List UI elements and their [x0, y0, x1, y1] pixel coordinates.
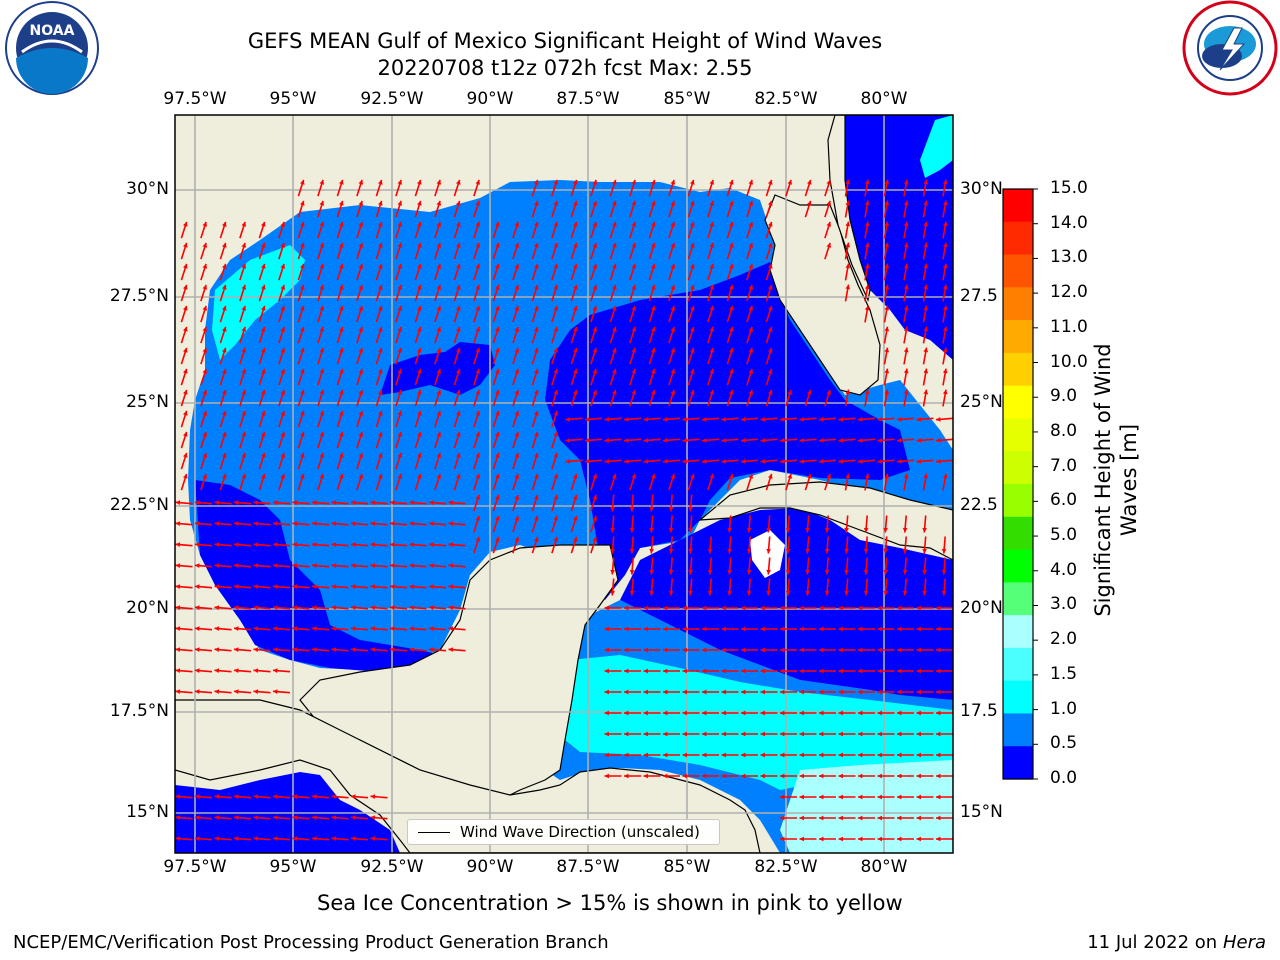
colorbar-tick-label: 7.0 [1050, 455, 1078, 476]
axis-tick-label: 80°W [860, 857, 908, 877]
axis-tick-label: 97.5°W [163, 89, 227, 109]
map-legend: Wind Wave Direction (unscaled) [407, 819, 720, 845]
axis-tick-label: 30°N [960, 179, 1003, 199]
axis-tick-label: 97.5°W [163, 857, 227, 877]
axis-tick-label: 92.5°W [360, 857, 424, 877]
wind-wave-direction-arrows [175, 179, 953, 842]
colorbar-label: Significant Height of Wind Waves [m] [1091, 343, 1141, 617]
colorbar-segment [1003, 516, 1033, 551]
axis-tick-label: 17.5 [960, 701, 998, 721]
axis-tick-label: 22.5 [960, 495, 998, 515]
axis-tick-label: 90°W [466, 857, 514, 877]
colorbar-segment [1003, 418, 1033, 452]
axis-tick-label: 82.5°W [754, 857, 818, 877]
axis-tick-label: 85°W [663, 857, 711, 877]
colorbar-segment [1003, 680, 1033, 715]
axis-tick-label: 27.5°N [109, 286, 169, 306]
colorbar-segment [1003, 189, 1033, 223]
axis-tick-label: 20°N [126, 598, 169, 618]
axis-tick-label: 27.5 [960, 286, 998, 306]
land-yucatan-tip [750, 530, 785, 578]
colorbar-segment [1003, 713, 1033, 747]
colorbar-segment [1003, 615, 1033, 649]
axis-tick-label: 90°W [466, 89, 514, 109]
axis-tick-label: 15°N [960, 802, 1003, 822]
axis-tick-label: 17.5°N [109, 701, 169, 721]
footer-branch: NCEP/EMC/Verification Post Processing Pr… [13, 932, 609, 953]
colorbar-tick-label: 0.5 [1050, 733, 1078, 754]
colorbar [1002, 188, 1038, 780]
colorbar-tick-label: 14.0 [1050, 212, 1088, 233]
colorbar-tick-label: 15.0 [1050, 178, 1088, 198]
axis-tick-label: 82.5°W [754, 89, 818, 109]
colorbar-segment [1003, 320, 1033, 354]
colorbar-tick-label: 2.0 [1050, 629, 1078, 650]
land-cuba [698, 481, 953, 561]
footer-date: 11 Jul 2022 on Hera [1087, 932, 1266, 953]
chart-title-line1: GEFS MEAN Gulf of Mexico Significant Hei… [247, 29, 883, 53]
colorbar-segment [1003, 484, 1033, 518]
land-central-america [175, 699, 761, 853]
colorbar-segment [1003, 287, 1033, 321]
colorbar-tick-label: 3.0 [1050, 594, 1078, 615]
axis-tick-label: 25°N [960, 392, 1003, 412]
colorbar-tick-label: 11.0 [1050, 316, 1088, 337]
colorbar-segment [1003, 746, 1033, 780]
axis-tick-label: 25°N [126, 392, 169, 412]
axis-tick-label: 15°N [126, 802, 169, 822]
colorbar-tick-label: 1.5 [1050, 663, 1078, 684]
wave-field-dark-central [380, 342, 495, 395]
axis-tick-label: 95°W [269, 89, 317, 109]
chart-title-line2: 20220708 t12z 072h fcst Max: 2.55 [377, 56, 753, 80]
axis-tick-label: 30°N [126, 179, 169, 199]
colorbar-tick-label: 5.0 [1050, 525, 1078, 546]
sea-ice-caption: Sea Ice Concentration > 15% is shown in … [317, 891, 903, 915]
colorbar-segment [1003, 582, 1033, 616]
colorbar-tick-label: 6.0 [1050, 490, 1078, 511]
legend-label: Wind Wave Direction (unscaled) [460, 823, 700, 841]
wave-field-dark-east-gulf [545, 262, 910, 600]
wave-field-cyan-atlantic [920, 115, 953, 178]
axis-tick-label: 92.5°W [360, 89, 424, 109]
wave-field-cyan-caribbean [565, 655, 953, 790]
colorbar-segment [1003, 254, 1033, 288]
axis-tick-label: 87.5°W [556, 89, 620, 109]
colorbar-tick-label: 10.0 [1050, 351, 1088, 372]
land-florida-east [827, 115, 871, 302]
wave-field-lightcyan-caribbean [780, 760, 953, 853]
colorbar-tick-label: 4.0 [1050, 559, 1078, 580]
noaa-logo-icon: NOAA [5, 1, 99, 95]
colorbar-tick-label: 0.0 [1050, 768, 1078, 788]
colorbar-segment [1003, 451, 1033, 485]
legend-line-icon [418, 831, 450, 833]
wave-field-dark-west [195, 480, 440, 672]
axis-tick-label: 22.5°N [109, 495, 169, 515]
axis-tick-label: 87.5°W [556, 857, 620, 877]
colorbar-tick-label: 8.0 [1050, 420, 1078, 441]
axis-tick-label: 80°W [860, 89, 908, 109]
axis-tick-label: 20°N [960, 598, 1003, 618]
colorbar-tick-label: 12.0 [1050, 282, 1088, 303]
colorbar-segment [1003, 221, 1033, 256]
colorbar-tick-label: 1.0 [1050, 698, 1078, 719]
colorbar-segment [1003, 549, 1033, 583]
noaa-logo-text: NOAA [30, 23, 75, 39]
colorbar-segment [1003, 352, 1033, 387]
axis-tick-label: 85°W [663, 89, 711, 109]
colorbar-tick-label: 13.0 [1050, 247, 1088, 268]
colorbar-tick-label: 9.0 [1050, 386, 1078, 407]
colorbar-segment [1003, 385, 1033, 420]
nws-logo-icon [1182, 0, 1278, 96]
axis-tick-label: 95°W [269, 857, 317, 877]
map-frame [174, 114, 954, 854]
colorbar-segment [1003, 647, 1033, 682]
